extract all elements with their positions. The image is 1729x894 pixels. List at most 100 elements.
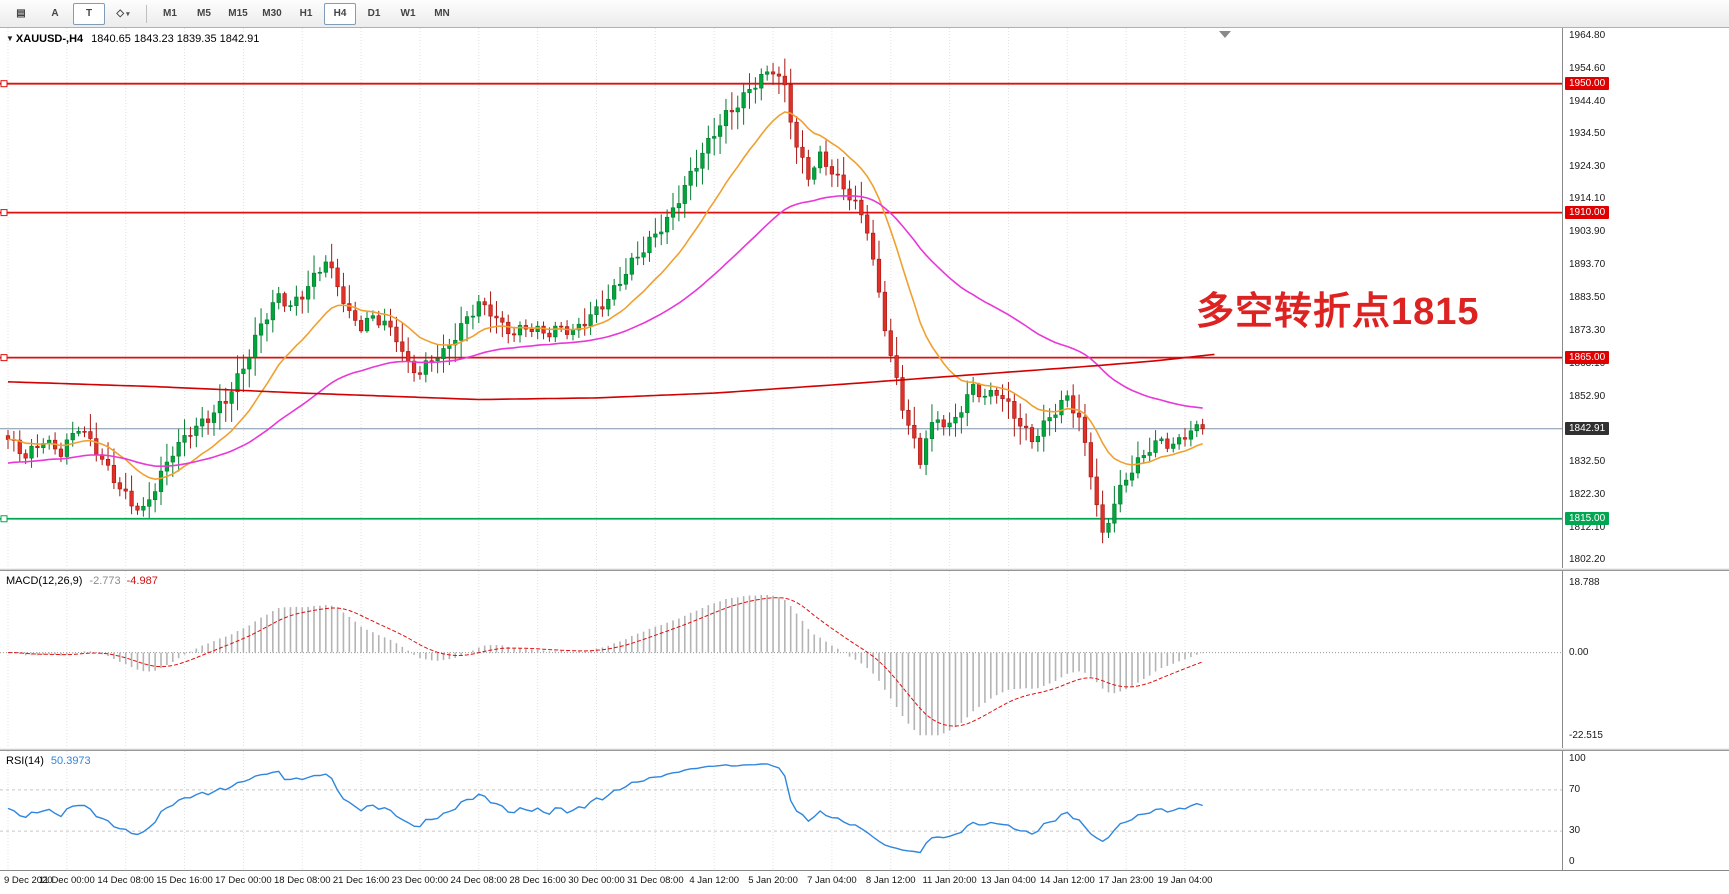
price-axis-label: 1893.70 [1569,259,1606,271]
macd-name: MACD(12,26,9) [6,575,83,587]
timeframe-h1-button[interactable]: H1 [299,8,313,19]
panel-splitter[interactable] [0,568,1729,571]
rsi-axis[interactable]: 100 70 30 0 [1563,751,1729,870]
rsi-panel: RSI(14) 50.3973 100 70 30 0 [0,751,1729,870]
line-anchor-marker[interactable] [0,80,8,88]
timeframe-d1-button[interactable]: D1 [367,8,381,19]
time-axis-label: 9 Dec 2020 [4,875,53,886]
time-axis-label: 21 Dec 16:00 [332,875,390,886]
rsi-value: 50.3973 [50,755,91,767]
macd-axis-label: 0.00 [1569,646,1589,658]
time-axis-label: 19 Jan 04:00 [1157,875,1213,886]
text-label-button[interactable]: T [73,2,105,25]
timeframe-m5-button[interactable]: M5 [197,8,211,19]
time-axis-label: 13 Jan 04:00 [980,875,1036,886]
shapes-button[interactable]: ◇ ▾ [116,8,130,19]
time-axis-label: 5 Jan 20:00 [748,875,798,886]
axis-divider [1562,571,1563,748]
macd-axis-label: -22.515 [1569,730,1603,741]
price-axis-label: 1873.30 [1569,324,1606,336]
price-axis-label: 1924.30 [1569,160,1606,172]
time-axis-label: 28 Dec 16:00 [509,875,566,886]
timeframe-m1-button[interactable]: M1 [163,8,177,19]
price-axis-label: 1832.50 [1569,456,1606,468]
time-axis-label: 18 Dec 08:00 [273,875,331,886]
symbol-header: ▼ XAUUSD-,H4 1840.65 1843.23 1839.35 1842.… [6,33,259,45]
time-axis-label: 8 Jan 12:00 [865,875,916,886]
level-price-badge: 1910.00 [1565,205,1610,219]
level-price-badge: 1815.00 [1565,511,1610,525]
panel-splitter[interactable] [0,748,1729,751]
timeframe-w1-button[interactable]: W1 [400,8,416,19]
macd-signal-line [8,597,1203,727]
axis-divider [1562,751,1563,870]
symbol-name: XAUUSD-,H4 [15,33,84,45]
price-axis-label: 1802.20 [1569,554,1606,565]
chart-annotation-text: 多空转折点1815 [1196,291,1480,333]
timeframe-h4-button[interactable]: H4 [324,2,356,25]
dropdown-caret-icon: ▾ [126,10,130,18]
current-price-badge: 1842.91 [1565,421,1610,435]
toolbar-separator [146,4,147,23]
toolbar: ▤ A T ◇ ▾ M1 M5 M15 M30 H1 H4 D1 W1 MN [0,0,1729,28]
time-axis-label: 23 Dec 00:00 [391,875,449,886]
line-anchor-marker[interactable] [0,354,8,362]
price-axis-label: 1883.50 [1569,292,1606,303]
time-axis-label: 11 Dec 00:00 [38,875,95,886]
ohlc-readout: 1840.65 1843.23 1839.35 1842.91 [91,33,260,45]
rsi-axis-label: 30 [1569,825,1581,837]
time-axis-label: 30 Dec 00:00 [568,875,625,886]
price-axis[interactable]: 1964.80 1954.60 1944.40 1934.50 1924.30 1914.… [1563,28,1729,568]
macd-histogram [13,594,1204,736]
macd-indicator-chart[interactable] [0,571,1562,748]
timeframe-m30-button[interactable]: M30 [262,8,282,19]
drawing-tools-group: ▤ A T ◇ ▾ [4,2,140,25]
price-axis-label: 1944.40 [1569,95,1606,107]
line-anchor-marker[interactable] [0,209,8,217]
timeframe-mn-button[interactable]: MN [434,8,450,19]
time-axis-label: 17 Dec 00:00 [215,875,272,886]
rsi-label: RSI(14) 50.3973 [6,755,91,767]
rsi-line [7,763,1203,854]
price-axis-label: 1822.30 [1569,489,1606,501]
macd-axis[interactable]: 18.788 0.00 -22.515 [1563,571,1729,748]
time-axis-label: 7 Jan 04:00 [807,875,857,886]
macd-panel: MACD(12,26,9) -2.773 -4.987 18.788 0.00 -22.… [0,571,1729,748]
rsi-name: RSI(14) [6,755,44,767]
ma-fast-line [7,111,1203,481]
ma-medium-line [7,194,1203,468]
price-axis-label: 1914.10 [1569,193,1606,205]
level-price-badge: 1950.00 [1565,76,1610,90]
macd-main-value: -2.773 [89,575,121,587]
line-anchor-marker[interactable] [0,515,8,523]
main-chart-panel: ▼ XAUUSD-,H4 1840.65 1843.23 1839.35 1842.… [0,28,1729,568]
axis-divider [1562,28,1563,568]
level-price-badge: 1865.00 [1565,350,1610,364]
text-annotation-button[interactable]: A [51,8,59,19]
rsi-axis-label: 70 [1569,783,1581,795]
price-axis-label: 1964.80 [1569,30,1606,41]
price-axis-label: 1852.90 [1569,390,1606,402]
time-axis-label: 14 Dec 08:00 [97,875,154,886]
price-axis-label: 1903.90 [1569,226,1606,238]
timeframe-m15-button[interactable]: M15 [228,8,248,19]
chart-shift-marker-icon[interactable] [1219,31,1231,38]
timeframe-group: M1 M5 M15 M30 H1 H4 D1 W1 MN [153,2,459,25]
price-axis-label: 1812.10 [1569,522,1606,534]
macd-label: MACD(12,26,9) -2.773 -4.987 [6,575,158,587]
time-axis-label: 4 Jan 12:00 [689,875,740,886]
time-axis-label: 17 Jan 23:00 [1098,875,1154,886]
rsi-indicator-chart[interactable] [0,751,1562,870]
time-axis[interactable]: 9 Dec 2020 11 Dec 00:00 14 Dec 08:00 15 Dec… [0,870,1729,894]
candles [5,58,1205,544]
symbol-dropdown-icon[interactable]: ▼ [6,34,14,43]
candlestick-chart[interactable] [0,28,1562,568]
rsi-axis-label: 100 [1569,753,1586,764]
rsi-axis-label: 0 [1569,856,1575,867]
time-axis-label: 11 Jan 20:00 [922,875,977,886]
price-axis-label: 1954.60 [1569,62,1606,74]
charts-list-button[interactable]: ▤ [16,8,26,19]
time-axis-label: 24 Dec 08:00 [450,875,508,886]
time-axis-label: 14 Jan 12:00 [1039,875,1095,886]
